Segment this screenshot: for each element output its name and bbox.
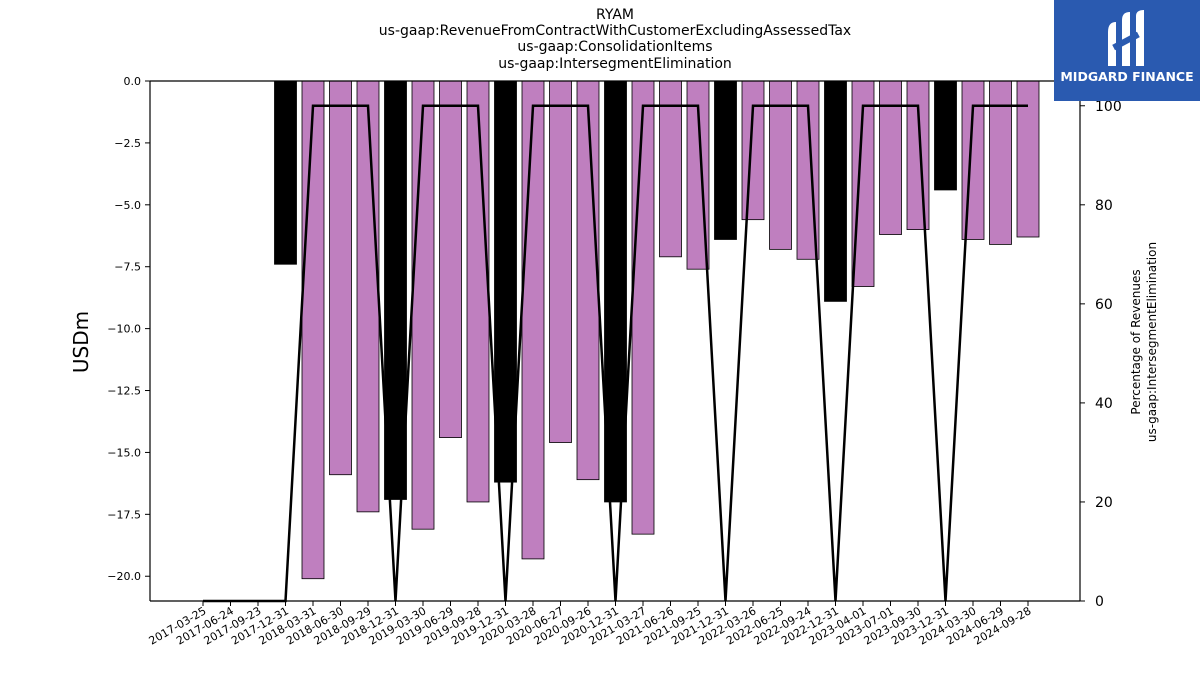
bar-2023-07-01	[879, 80, 902, 235]
bar-2024-09-28	[1016, 80, 1040, 238]
bar-2023-09-30	[906, 80, 930, 230]
bar-2021-12-31	[714, 80, 737, 240]
y-tick-label: −7.5	[114, 261, 141, 274]
bar-2018-03-31	[301, 80, 325, 580]
y-tick-label: −17.5	[107, 508, 141, 521]
title-axis: us-gaap:ConsolidationItems	[517, 39, 713, 55]
y-tick-label: −2.5	[114, 137, 141, 150]
bar-2023-12-31	[934, 80, 957, 191]
title-ticker: RYAM	[596, 7, 634, 23]
y-tick-label: −20.0	[107, 570, 141, 583]
bar-2021-03-27	[631, 80, 655, 535]
bar-2020-06-27	[549, 80, 572, 443]
bar-2021-06-26	[659, 80, 682, 258]
title-member: us-gaap:IntersegmentElimination	[498, 56, 732, 72]
bar-2019-06-29	[439, 80, 462, 438]
y-tick-label: −12.5	[107, 385, 141, 398]
bar-2020-09-26	[576, 80, 600, 481]
y-axis-label: USDm	[69, 311, 93, 373]
y-tick-label: −15.0	[107, 446, 141, 459]
y2-tick-label: 60	[1095, 297, 1113, 313]
logo-text: MIDGARD FINANCE	[1060, 69, 1194, 84]
y-tick-label: −10.0	[107, 323, 141, 336]
bar-2019-03-30	[411, 80, 435, 530]
y2-tick-label: 40	[1095, 396, 1113, 412]
bar-2022-12-31	[824, 80, 847, 302]
bar-2020-12-31	[604, 80, 627, 503]
title-concept: us-gaap:RevenueFromContractWithCustomerE…	[378, 23, 852, 39]
bar-2018-06-30	[329, 80, 352, 476]
bar-2020-03-28	[521, 80, 545, 560]
bar-2022-03-26	[741, 80, 765, 221]
bar-2018-09-29	[356, 80, 380, 513]
y-tick-label: −5.0	[114, 199, 141, 212]
bar-2018-12-31	[384, 80, 407, 500]
bar-2017-12-31	[274, 80, 297, 265]
y-tick-label: 0.0	[124, 75, 142, 88]
midgard-finance-logo: MIDGARD FINANCE	[1054, 0, 1200, 101]
midgard-logo-icon	[1108, 10, 1144, 66]
y2-tick-label: 100	[1095, 99, 1122, 115]
y2-tick-label: 20	[1095, 495, 1113, 511]
y2-axis-label-line1: Percentage of Revenues	[1129, 269, 1143, 414]
bar-2019-12-31	[494, 80, 517, 483]
y2-tick-label: 80	[1095, 198, 1113, 214]
y2-tick-label: 0	[1095, 594, 1104, 610]
y2-axis-label-line2: us-gaap:IntersegmentElimination	[1145, 242, 1159, 442]
bar-2019-09-28	[466, 80, 490, 503]
